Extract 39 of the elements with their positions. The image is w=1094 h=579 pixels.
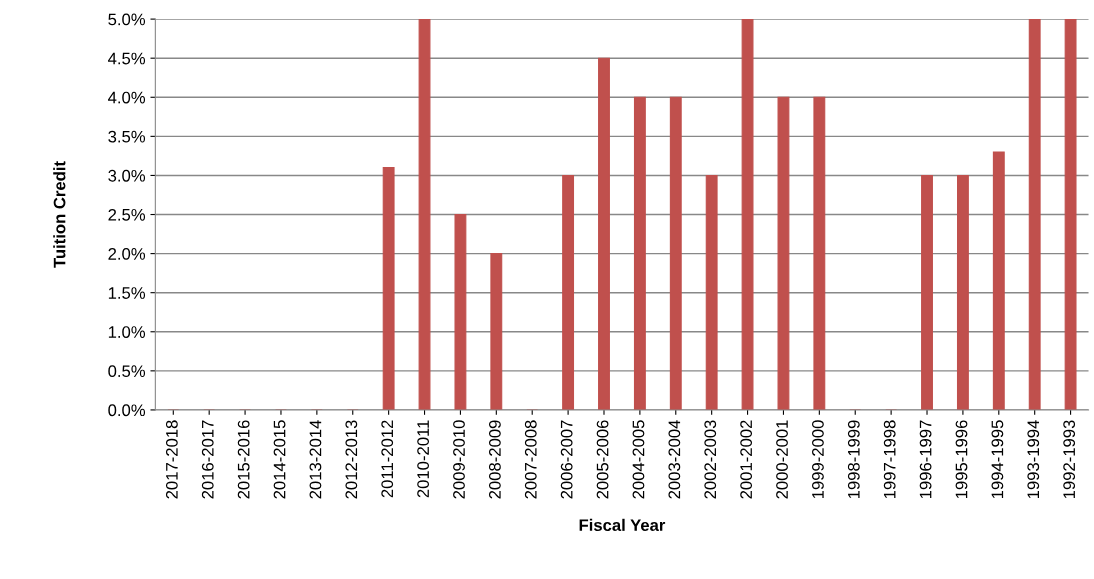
y-tick-label: 0.5% [108, 365, 146, 378]
x-tick-label: 2008-2009 [488, 420, 501, 499]
x-tick-label: 1996-1997 [919, 420, 932, 499]
y-tick-label: 3.5% [108, 130, 146, 143]
x-tick-label: 1994-1995 [991, 420, 1004, 499]
x-tick-label: 2006-2007 [560, 420, 573, 499]
x-tick-label: 2007-2008 [524, 420, 537, 499]
x-tick-label: 2010-2011 [417, 420, 430, 498]
x-tick-label: 2015-2016 [237, 420, 250, 499]
x-tick-label: 2003-2004 [668, 420, 681, 499]
x-tick-label: 1992-1993 [1063, 420, 1076, 499]
y-tick-label: 1.0% [108, 326, 146, 338]
x-tick-label: 2016-2017 [201, 420, 214, 499]
x-axis-title: Fiscal Year [579, 518, 666, 532]
x-tick-label: 2001-2002 [740, 420, 753, 499]
x-tick-label: 2002-2003 [704, 420, 717, 499]
x-tick-label: 2000-2001 [776, 420, 788, 499]
x-tick-label: 1998-1999 [847, 420, 860, 499]
y-tick-label: 1.5% [108, 287, 146, 299]
x-tick-label: 2014-2015 [273, 420, 286, 499]
x-tick-label: 2004-2005 [632, 420, 645, 499]
y-tick-label: 3.0% [108, 169, 146, 182]
x-tick-label: 2012-2013 [345, 420, 358, 499]
y-tick-label: 2.0% [108, 248, 146, 260]
x-tick-label: 1993-1994 [1027, 420, 1040, 499]
x-tick-label: 2011-2012 [381, 420, 394, 498]
x-tick-label: 2005-2006 [596, 420, 609, 499]
y-tick-label: 2.5% [108, 208, 146, 221]
x-tick-label: 2013-2014 [309, 420, 322, 499]
x-tick-label: 2017-2018 [165, 420, 178, 499]
x-tick-label: 2009-2010 [453, 420, 465, 499]
y-tick-label: 4.0% [108, 91, 146, 104]
y-tick-label: 5.0% [108, 13, 146, 26]
y-axis-title: Tuition Credit [53, 161, 66, 268]
x-tick-label: 1997-1998 [883, 420, 896, 499]
x-tick-label: 1995-1996 [955, 420, 968, 499]
y-tick-label: 0.0% [108, 404, 146, 417]
y-tick-label: 4.5% [108, 52, 146, 65]
x-tick-label: 1999-2000 [812, 420, 824, 499]
